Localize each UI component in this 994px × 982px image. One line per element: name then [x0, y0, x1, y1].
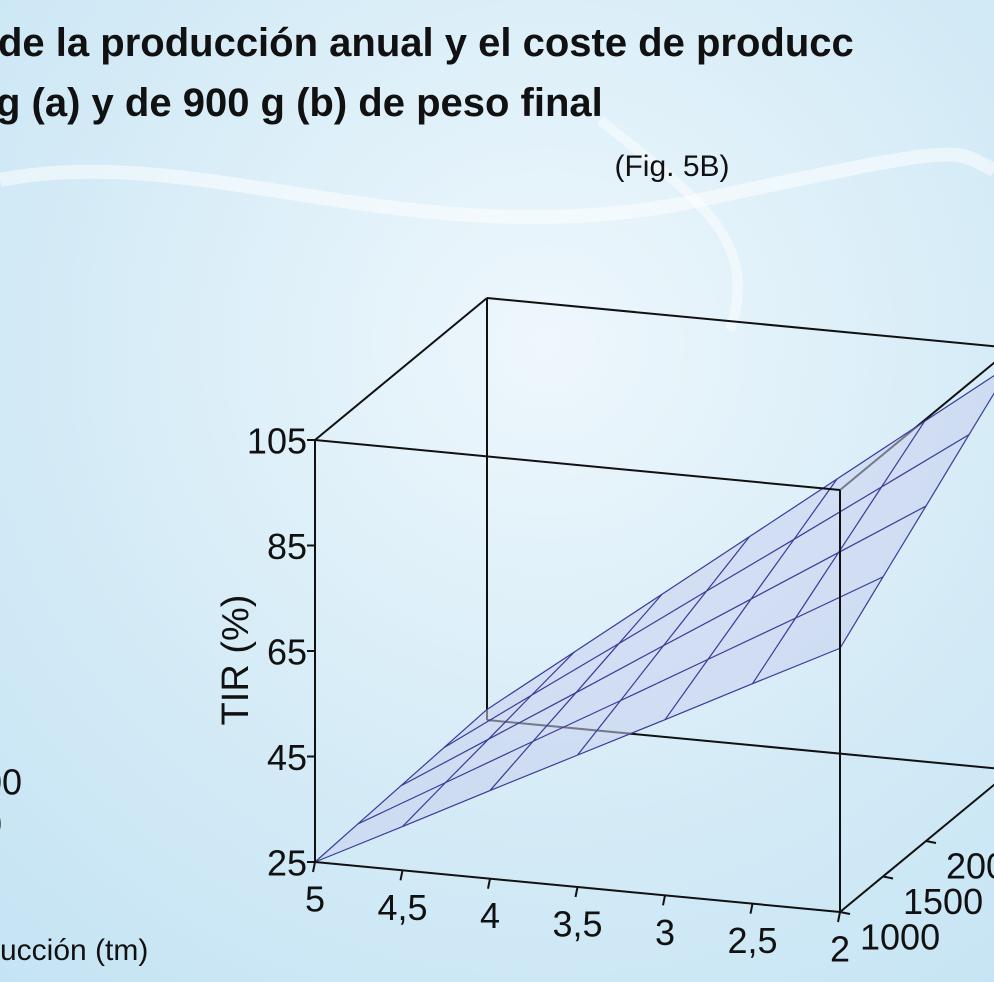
- surface-cell: [402, 741, 533, 827]
- mesh-line: [751, 421, 926, 685]
- side-text: 0: [0, 804, 2, 845]
- x-tick: [399, 870, 404, 881]
- background-streak: [0, 147, 994, 225]
- surface-cell: [620, 599, 751, 701]
- surface-cell: [663, 539, 794, 646]
- x-tick: [749, 903, 754, 914]
- x-tick-label: 2: [830, 929, 850, 970]
- surface-cell: [795, 506, 926, 619]
- mesh-line: [577, 536, 750, 756]
- z-tick-label: 45: [267, 737, 307, 778]
- y-tick: [882, 875, 894, 880]
- mesh-line: [664, 478, 838, 721]
- surface-cell: [794, 421, 925, 540]
- x-tick-label: 4,5: [377, 887, 427, 928]
- subtitle: (Fig. 5B): [614, 150, 729, 183]
- x-tick: [662, 895, 666, 906]
- z-tick-label: 85: [267, 526, 307, 567]
- surface-cell: [881, 375, 994, 487]
- surface-cell: [358, 739, 489, 824]
- mesh-line: [314, 709, 488, 863]
- z-tick-label: 65: [267, 632, 307, 673]
- x-tick-label: 2,5: [727, 920, 777, 961]
- y-tick: [925, 840, 937, 844]
- z-axis-label: TIR (%): [215, 595, 257, 726]
- surface-cell: [444, 651, 575, 748]
- y-tick-label: 1000: [860, 917, 940, 958]
- mesh-line: [839, 392, 994, 649]
- x-tick: [574, 886, 579, 898]
- title-line: g (a) y de 900 g (b) de peso final: [0, 81, 603, 125]
- side-text: 00: [0, 762, 22, 803]
- surface-cell: [533, 645, 664, 742]
- surface-cell: [445, 692, 576, 783]
- x-tick: [837, 911, 841, 923]
- surface-cell: [315, 782, 446, 862]
- surface-cell: [708, 552, 839, 660]
- surface-cell: [619, 536, 750, 644]
- surface-cell: [751, 486, 882, 600]
- surface-cell: [752, 576, 883, 684]
- x-tick: [487, 878, 491, 889]
- box-edge: [314, 297, 488, 441]
- surface-cell: [577, 659, 708, 756]
- surface-cell: [838, 434, 969, 553]
- side-text: ucción (tm): [0, 934, 148, 967]
- box-edge: [486, 297, 994, 348]
- surface-cell: [665, 618, 796, 720]
- x-tick: [312, 861, 316, 873]
- y-tick: [839, 911, 851, 915]
- y-tick-label: 1500: [903, 881, 983, 922]
- x-tick-label: 5: [305, 879, 325, 920]
- surface-cell: [401, 695, 532, 786]
- x-tick-label: 3: [655, 912, 675, 953]
- z-tick-label: 25: [267, 843, 307, 884]
- x-tick-label: 4: [480, 895, 500, 936]
- z-tick-label: 105: [247, 421, 307, 462]
- surface-cell: [576, 591, 707, 693]
- mesh-line: [489, 593, 663, 791]
- surface-cell: [490, 700, 621, 791]
- title-line: de la producción anual y el coste de pro…: [0, 21, 854, 65]
- y-tick-label: 2000: [946, 846, 994, 887]
- box-edge: [314, 439, 841, 491]
- surface-cell: [531, 594, 662, 696]
- mesh-line: [402, 651, 575, 827]
- x-tick-label: 3,5: [552, 904, 602, 945]
- surface-cell: [706, 479, 837, 592]
- surface-cell: [488, 643, 619, 740]
- background-streak: [596, 116, 743, 332]
